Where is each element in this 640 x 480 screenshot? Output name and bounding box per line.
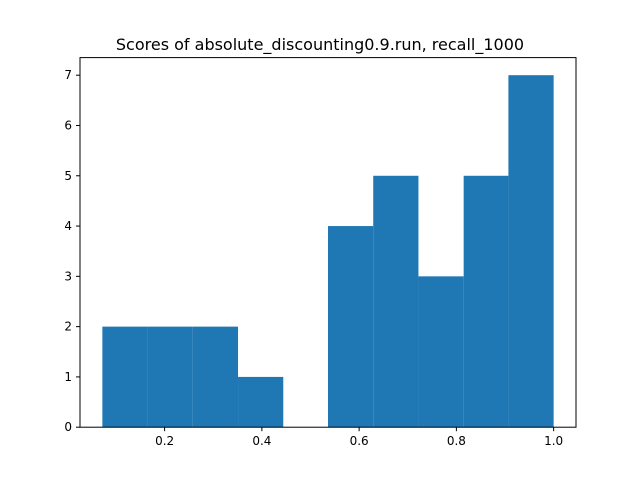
- x-tick-label-2: 0.6: [350, 434, 369, 448]
- histogram-bar-3: [238, 376, 284, 428]
- chart-title: Scores of absolute_discounting0.9.run, r…: [116, 35, 524, 55]
- x-tick-label-1: 0.4: [252, 434, 271, 448]
- y-tick-label-3: 3: [64, 269, 72, 283]
- y-axis-ticks: 0 1 2 3 4 5 6 7: [64, 68, 80, 434]
- histogram-bar-8: [463, 175, 509, 428]
- histogram-bar-5: [328, 226, 374, 428]
- x-tick-label-0: 0.2: [155, 434, 174, 448]
- histogram-bar-9: [508, 75, 554, 428]
- y-tick-label-2: 2: [64, 320, 72, 334]
- x-tick-label-3: 0.8: [447, 434, 466, 448]
- y-tick-label-0: 0: [64, 420, 72, 434]
- histogram-bar-1: [147, 326, 193, 428]
- y-tick-label-5: 5: [64, 169, 72, 183]
- histogram-bar-7: [418, 276, 464, 428]
- bars-group: [102, 75, 554, 428]
- x-tick-label-4: 1.0: [544, 434, 563, 448]
- y-tick-label-4: 4: [64, 219, 72, 233]
- x-axis-ticks: 0.2 0.4 0.6 0.8 1.0: [155, 427, 563, 448]
- histogram-bar-0: [102, 326, 148, 428]
- y-tick-label-1: 1: [64, 370, 72, 384]
- histogram-bar-2: [192, 326, 239, 428]
- y-tick-label-6: 6: [64, 118, 72, 132]
- axes-frame: [79, 57, 577, 428]
- y-tick-label-7: 7: [64, 68, 72, 82]
- histogram-bar-6: [373, 175, 419, 428]
